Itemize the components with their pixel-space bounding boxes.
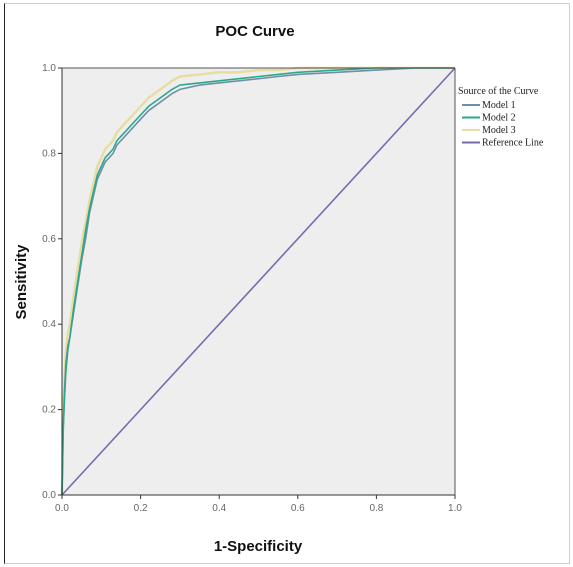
x-tick-label: 0.8 [369,503,383,514]
y-tick-label: 1.0 [42,63,56,74]
legend-label: Model 2 [482,113,516,124]
x-tick-label: 0.4 [212,503,226,514]
chart-frame [4,3,570,564]
legend-label: Model 1 [482,100,516,111]
chart-title: POC Curve [215,23,294,40]
y-axis-label: Sensitivity [13,244,30,320]
legend-label: Reference Line [482,138,544,149]
x-tick-label: 0.6 [291,503,305,514]
series-line-model-3 [60,66,455,496]
series-line-model-2 [61,67,455,496]
legend: Source of the Curve Model 1 Model 2Model … [458,86,544,149]
axes [61,67,456,496]
legend-title: Source of the Curve [458,86,539,97]
y-tick-label: 0.2 [42,405,56,416]
y-tick-label: 0.4 [42,319,56,330]
y-tick-label: 0.8 [42,148,56,159]
tick-layer: 0.0 0.2 0.4 0.6 0.8 1.0 0.0 0.2 0.4 0.6 0.8 1.0 [42,63,462,514]
x-tick-label: 0.2 [134,503,148,514]
x-tick-label: 0.0 [55,503,69,514]
series-layer [60,66,456,496]
legend-label: Model 3 [482,125,516,136]
series-line-reference-line [61,67,456,496]
y-tick-label: 0.6 [42,234,56,245]
x-axis-label: 1-Specificity [214,538,303,555]
y-tick-label: 0.0 [42,490,56,501]
x-tick-label: 1.0 [448,503,462,514]
